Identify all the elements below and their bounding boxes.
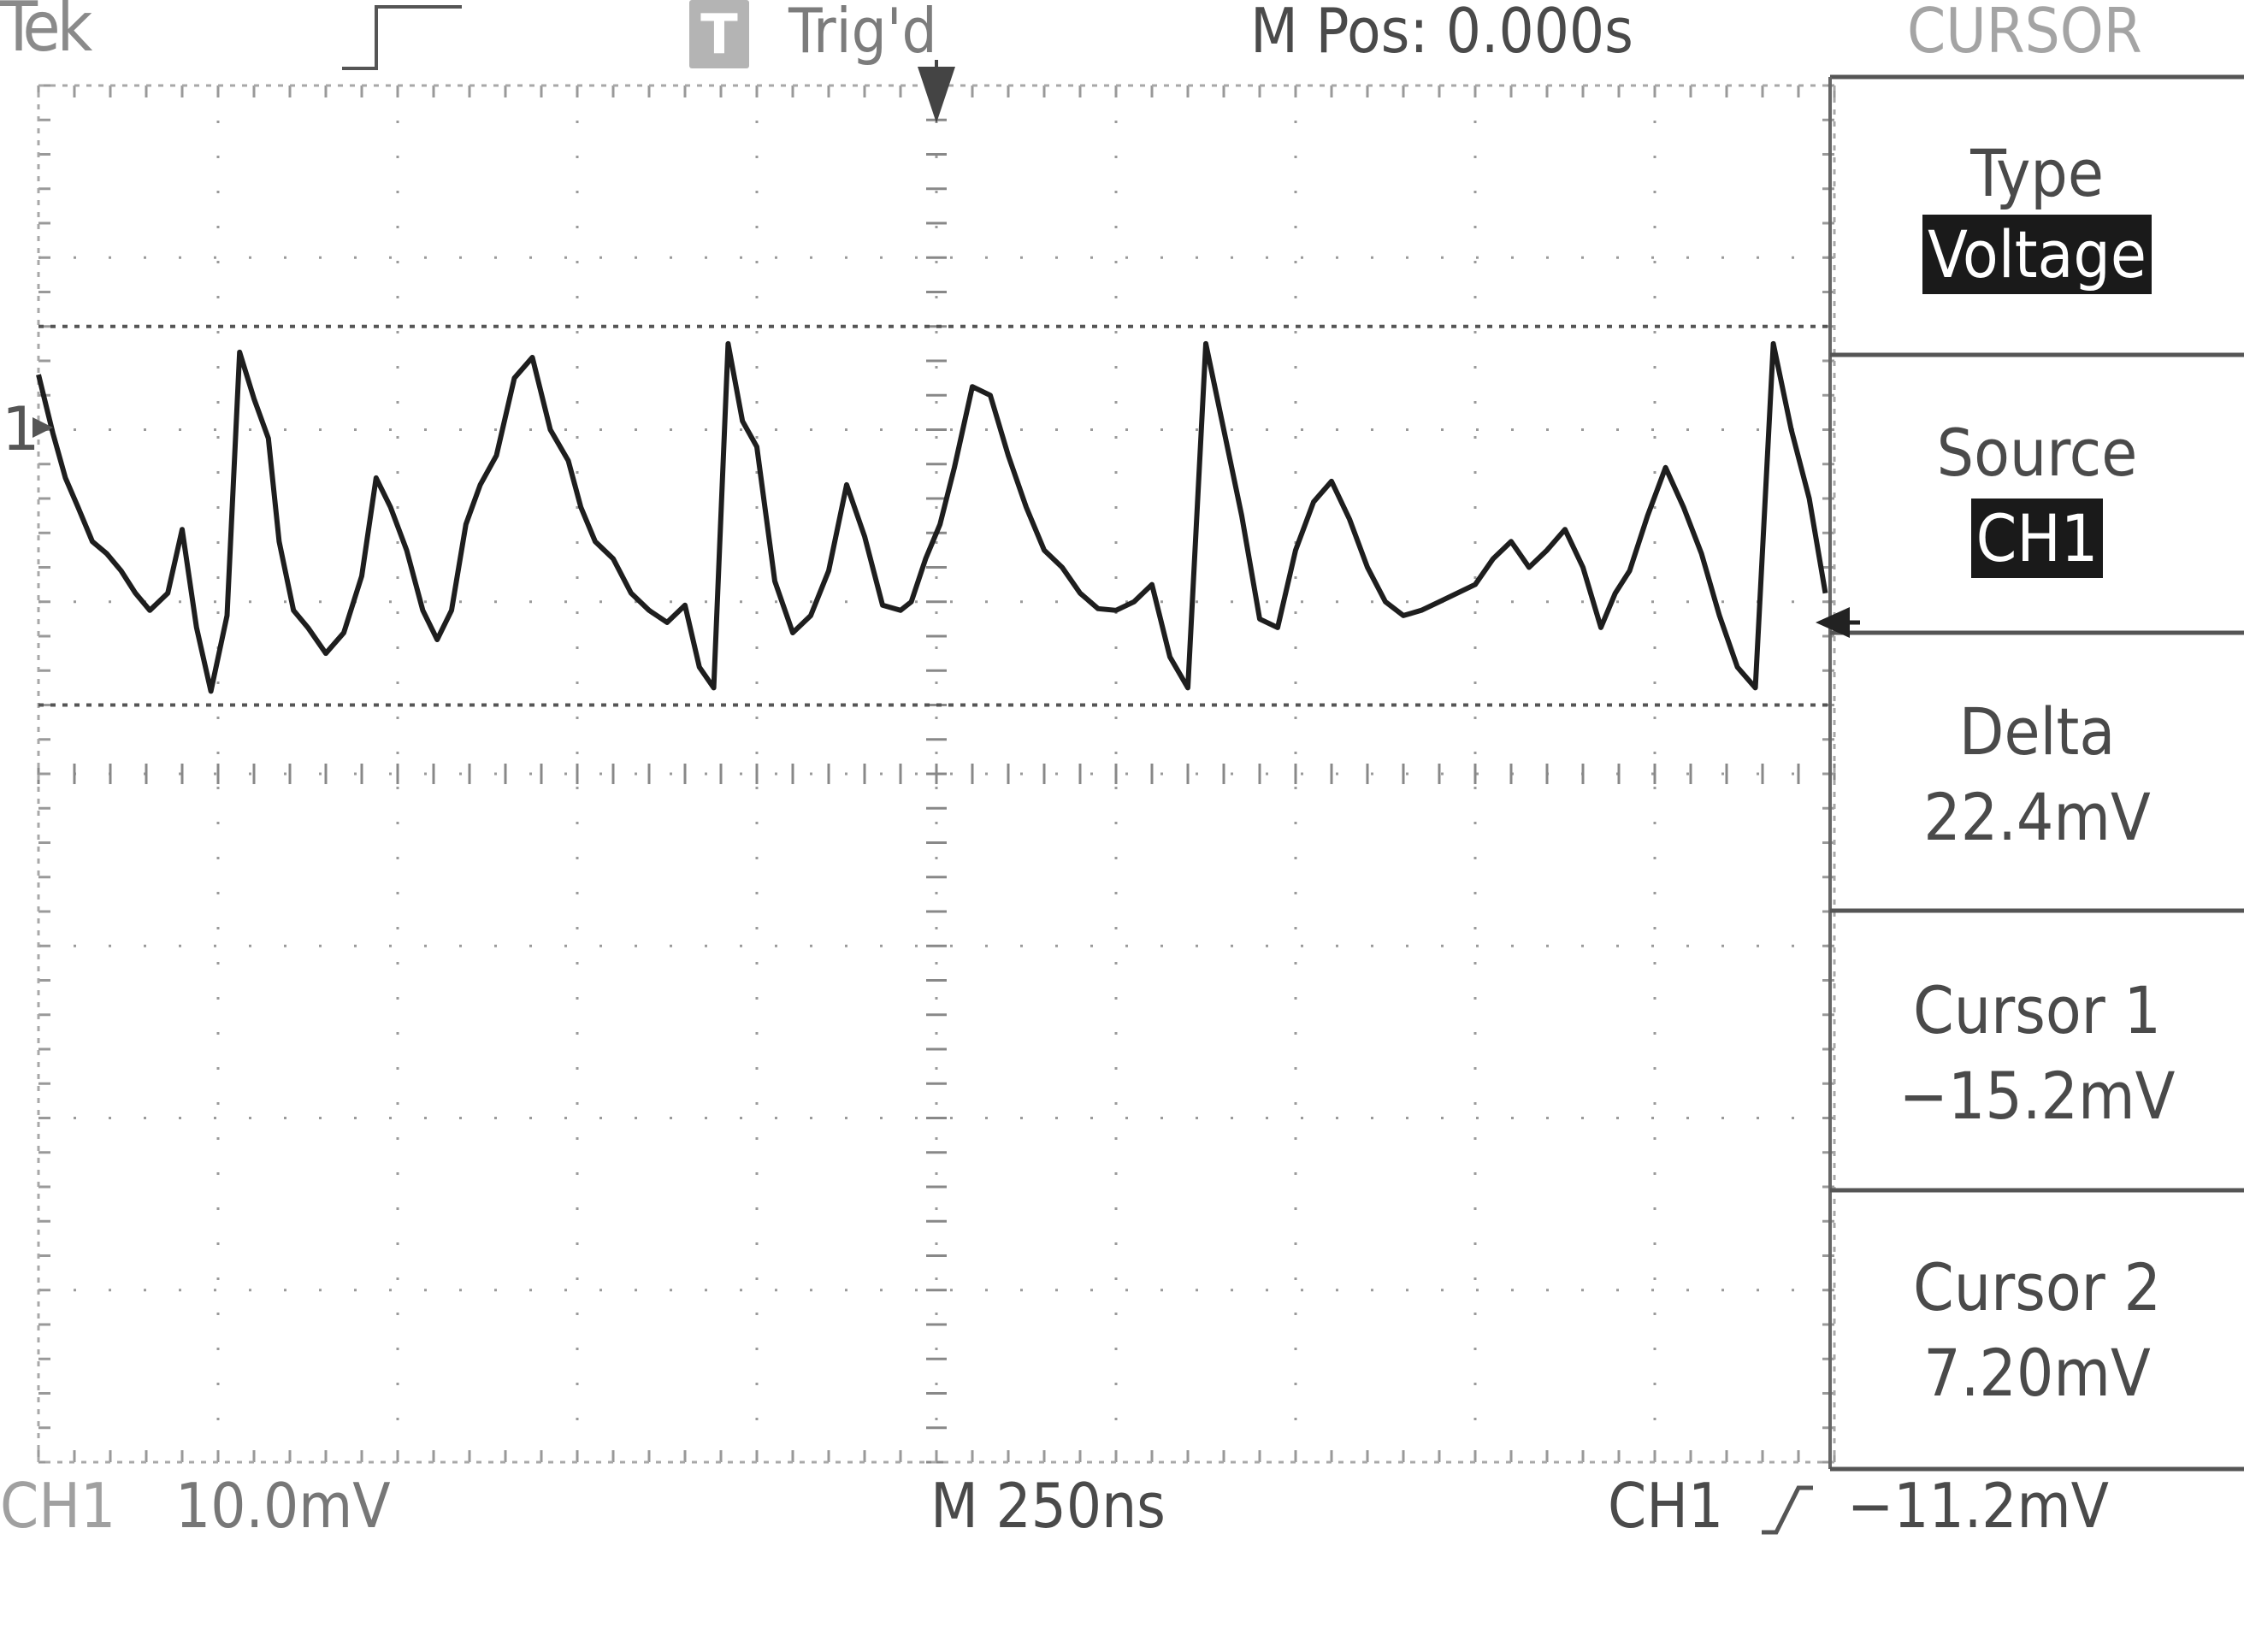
menu-cursor2-label[interactable]: Cursor 2 — [1913, 1249, 2161, 1325]
menu-cursor1-value: −15.2mV — [1899, 1058, 2176, 1134]
menu-title: CURSOR — [1907, 0, 2142, 67]
menu-source-value-text: CH1 — [1970, 499, 2104, 578]
graticule-grid — [37, 84, 1836, 1464]
trigger-edge-icon — [342, 5, 462, 70]
brand-logo: Tek — [0, 0, 92, 67]
rising-edge-icon — [1762, 1485, 1813, 1535]
timebase: M 250ns — [930, 1470, 1166, 1542]
channel-label: CH1 — [0, 1470, 116, 1542]
channel-ground-arrow — [32, 417, 53, 438]
menu-type-label[interactable]: Type — [1970, 135, 2104, 211]
markers: 1 — [2, 60, 1860, 638]
menu-cursor2-value: 7.20mV — [1923, 1335, 2151, 1411]
menu-delta-label: Delta — [1958, 693, 2116, 770]
voltage-cursors — [38, 324, 1834, 707]
trigger-status-icon-letter: T — [700, 3, 738, 67]
channel-scale: 10.0mV — [175, 1470, 391, 1542]
menu-type-value-text: Voltage — [1922, 215, 2152, 294]
menu-type-value[interactable]: Voltage — [1830, 215, 2244, 294]
trigger-status-icon: T — [689, 0, 749, 68]
menu-delta-value: 22.4mV — [1923, 779, 2151, 855]
trigger-source: CH1 — [1608, 1470, 1724, 1542]
ch1-trace — [36, 340, 1828, 694]
side-menu-frame — [1828, 74, 2244, 1472]
menu-source-value[interactable]: CH1 — [1830, 499, 2244, 578]
menu-source-label[interactable]: Source — [1936, 415, 2138, 491]
trigger-status: Trig'd — [788, 0, 937, 67]
trigger-level: −11.2mV — [1847, 1470, 2109, 1542]
horizontal-position: M Pos: 0.000s — [1250, 0, 1633, 67]
menu-cursor1-label[interactable]: Cursor 1 — [1913, 972, 2161, 1048]
